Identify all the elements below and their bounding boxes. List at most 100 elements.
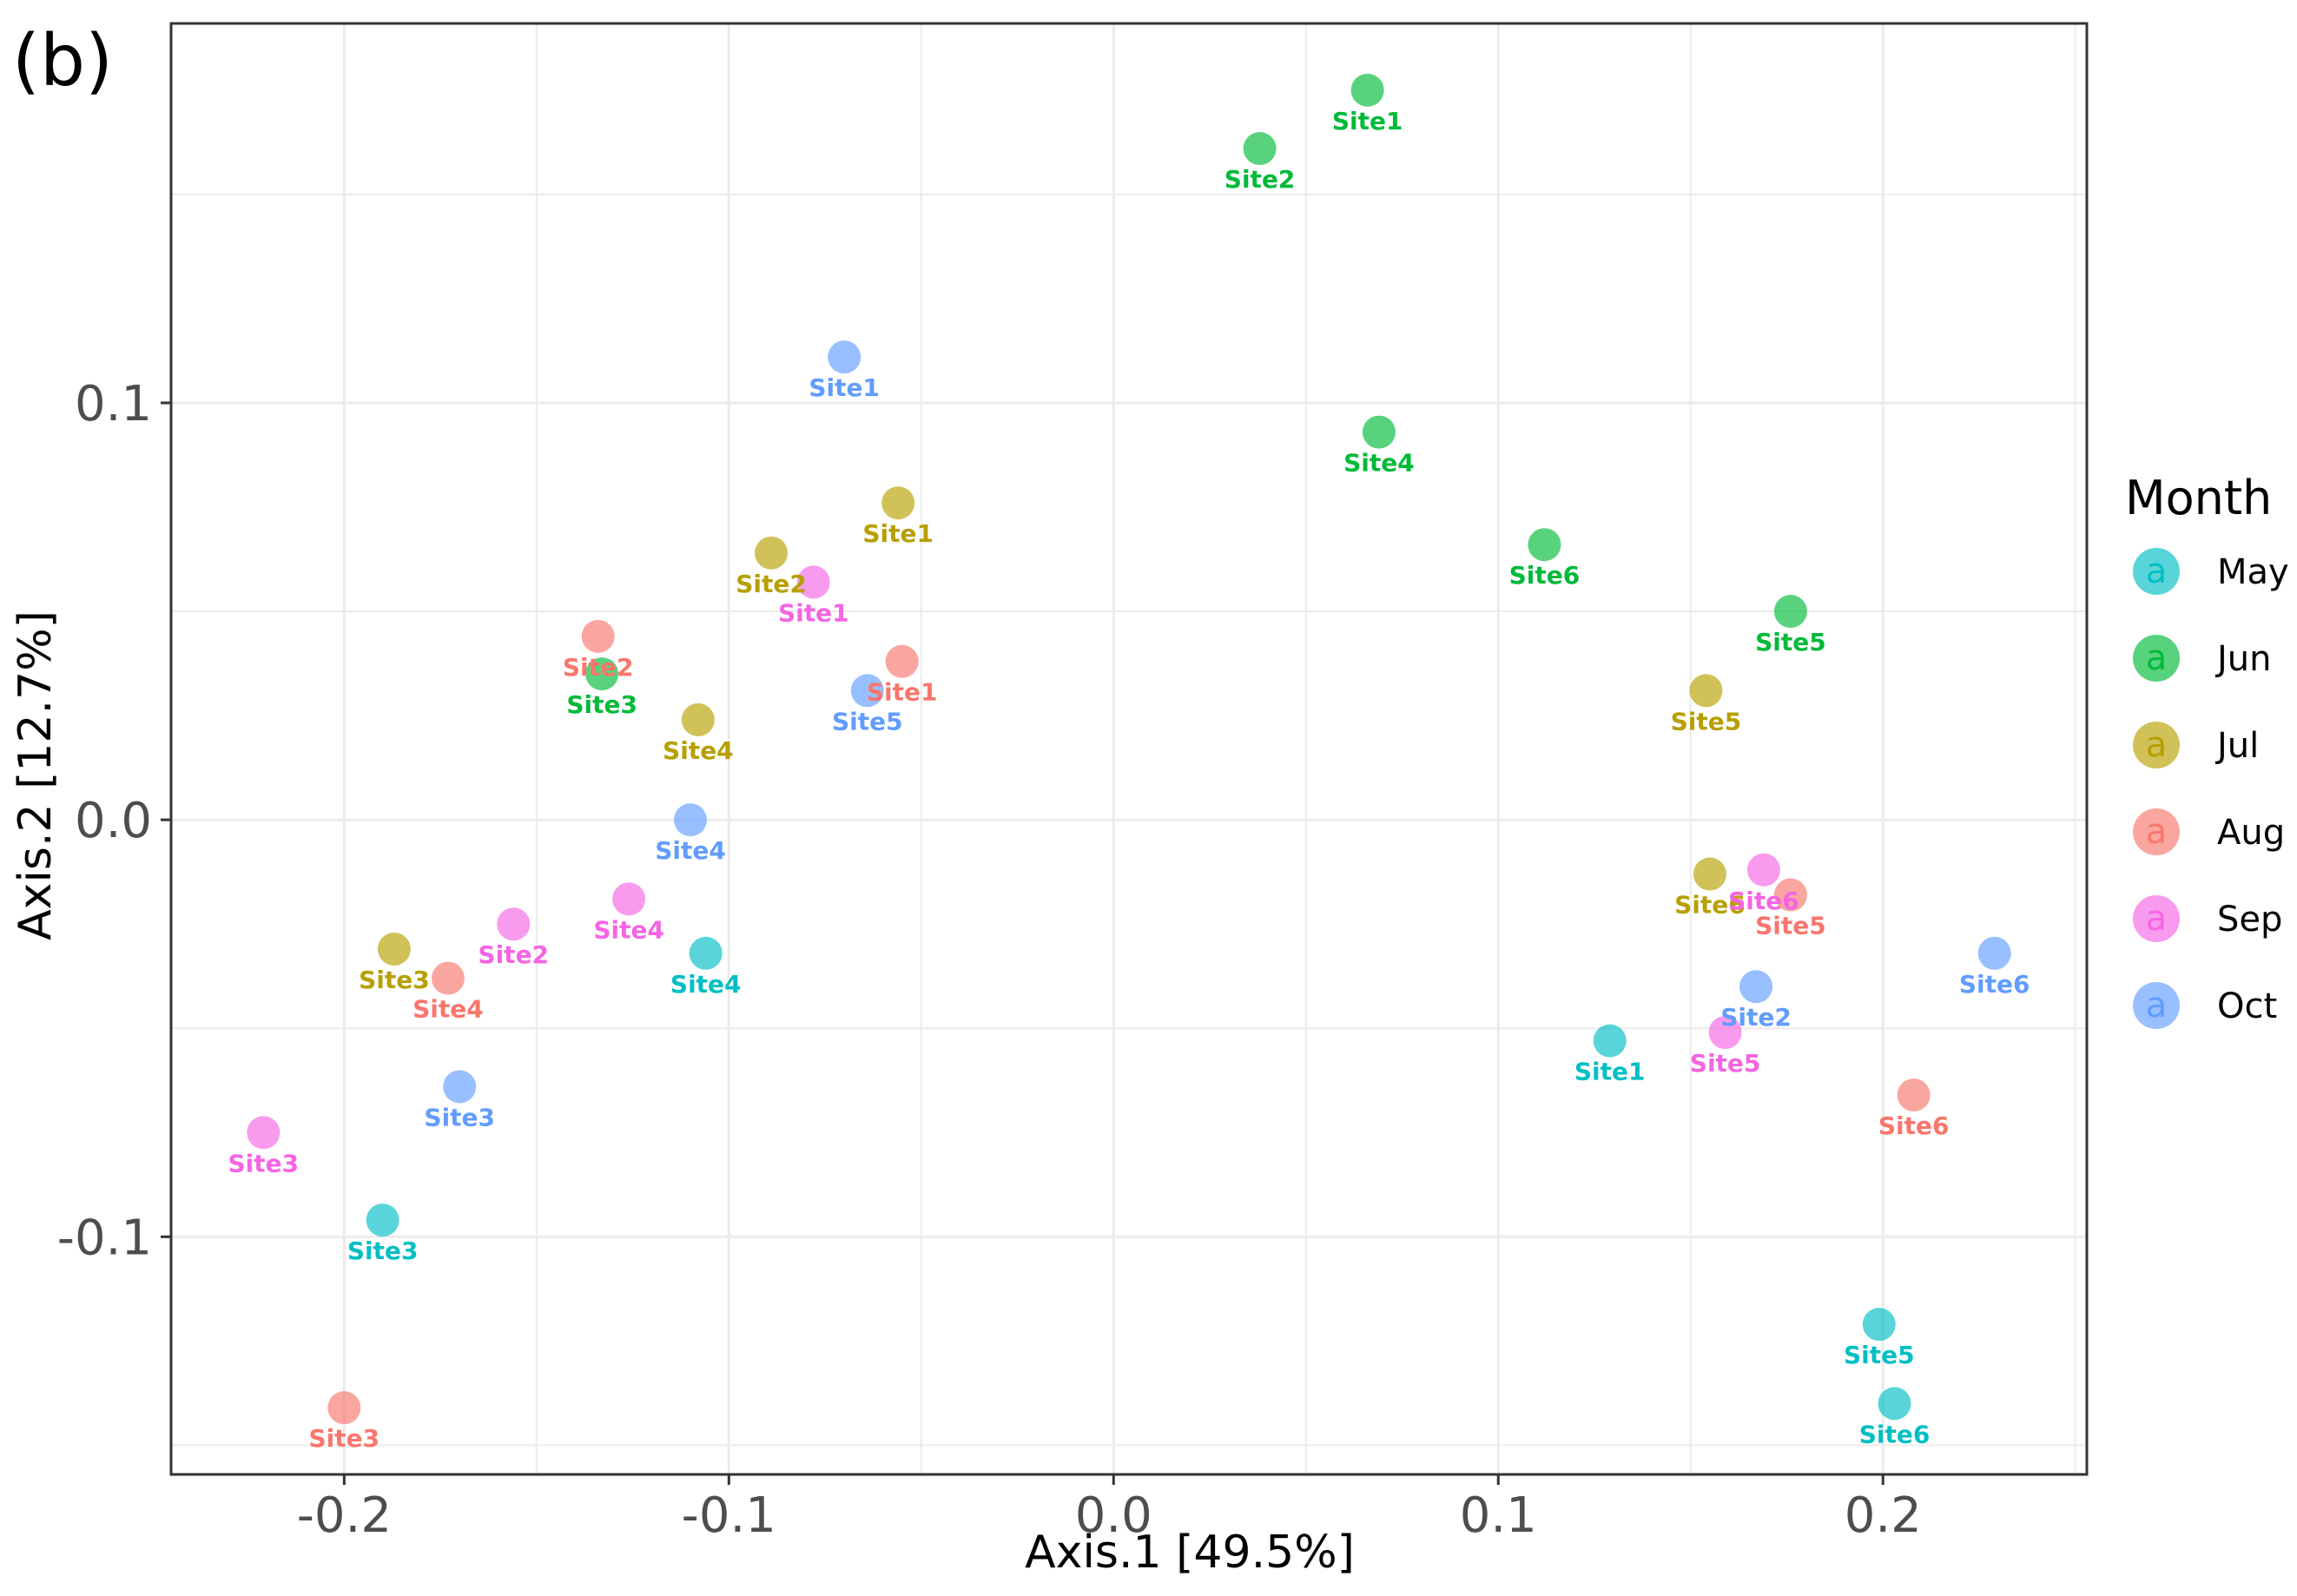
point-label-sep-site6: Site6 bbox=[1728, 887, 1799, 915]
point-label-jul-site3: Site3 bbox=[359, 966, 430, 994]
point-label-jun-site6: Site6 bbox=[1509, 561, 1581, 590]
point-aug-site5 bbox=[1773, 878, 1807, 912]
y-tick-label: 0.1 bbox=[75, 376, 152, 432]
point-aug-site3 bbox=[327, 1391, 361, 1425]
point-label-sep-site1: Site1 bbox=[778, 598, 849, 627]
point-label-oct-site6: Site6 bbox=[1959, 970, 2030, 999]
point-label-may-site4: Site4 bbox=[670, 970, 742, 999]
plot-frame bbox=[169, 22, 2089, 1476]
x-axis-ticks: -0.2 -0.1 0.0 0.1 0.2 bbox=[297, 1474, 1922, 1544]
legend-label-sep: Sep bbox=[2217, 900, 2282, 940]
legend-label-jun: Jun bbox=[2214, 639, 2272, 679]
point-label-sep-site4: Site4 bbox=[593, 915, 664, 944]
point-label-aug-site6: Site6 bbox=[1878, 1111, 1950, 1140]
y-axis-ticks: -0.1 0.0 0.1 bbox=[57, 376, 171, 1266]
legend-key-oct bbox=[2133, 982, 2180, 1029]
point-oct-site4 bbox=[674, 803, 708, 837]
legend-key-glyph: a bbox=[2146, 638, 2168, 678]
point-sep-site3 bbox=[247, 1116, 281, 1150]
point-oct-site1 bbox=[828, 340, 861, 374]
point-aug-site2 bbox=[581, 619, 615, 653]
point-jun-site5 bbox=[1773, 595, 1807, 629]
point-label-jul-site1: Site1 bbox=[862, 519, 934, 548]
point-jul-site4 bbox=[681, 702, 715, 736]
point-aug-site6 bbox=[1897, 1078, 1931, 1112]
legend: Month a May a Jun a Jul a Aug a Sep a Oct bbox=[2125, 471, 2289, 1029]
point-label-oct-site1: Site1 bbox=[809, 373, 880, 402]
y-tick-label: -0.1 bbox=[57, 1210, 152, 1266]
point-label-jun-site3: Site3 bbox=[566, 690, 637, 719]
point-oct-site5 bbox=[850, 674, 884, 708]
point-jul-site6 bbox=[1693, 857, 1726, 891]
point-aug-site1 bbox=[885, 644, 919, 678]
x-tick-label: 0.1 bbox=[1460, 1487, 1537, 1544]
point-label-aug-site3: Site3 bbox=[309, 1424, 380, 1453]
point-sep-site2 bbox=[497, 907, 531, 941]
point-sep-site1 bbox=[796, 565, 830, 599]
point-may-site1 bbox=[1593, 1024, 1627, 1058]
point-jun-site4 bbox=[1362, 415, 1396, 449]
point-label-jul-site2: Site2 bbox=[736, 570, 807, 598]
y-axis-title: Axis.2 [12.7%] bbox=[10, 610, 62, 940]
point-label-sep-site3: Site3 bbox=[228, 1149, 300, 1177]
point-oct-site3 bbox=[443, 1070, 477, 1104]
legend-key-glyph: a bbox=[2146, 986, 2168, 1026]
point-label-jun-site4: Site4 bbox=[1343, 449, 1415, 478]
legend-label-aug: Aug bbox=[2217, 813, 2285, 853]
data-points bbox=[247, 73, 2011, 1425]
point-jul-site5 bbox=[1689, 674, 1723, 708]
legend-key-aug bbox=[2133, 808, 2180, 855]
point-oct-site6 bbox=[1977, 936, 2011, 970]
point-jul-site1 bbox=[881, 486, 915, 520]
point-sep-site4 bbox=[612, 882, 646, 916]
y-tick-label: 0.0 bbox=[75, 793, 152, 849]
legend-key-glyph: a bbox=[2146, 899, 2168, 939]
legend-key-glyph: a bbox=[2146, 725, 2168, 765]
point-jun-site2 bbox=[1243, 132, 1277, 166]
point-label-aug-site2: Site2 bbox=[563, 653, 634, 682]
point-label-oct-site3: Site3 bbox=[424, 1103, 495, 1131]
point-sep-site6 bbox=[1746, 853, 1780, 887]
point-label-oct-site5: Site5 bbox=[832, 707, 903, 735]
point-label-sep-site5: Site5 bbox=[1690, 1049, 1761, 1078]
point-jun-site1 bbox=[1350, 73, 1384, 107]
point-sep-site5 bbox=[1708, 1016, 1742, 1050]
legend-key-glyph: a bbox=[2146, 551, 2168, 591]
legend-key-may bbox=[2133, 548, 2180, 595]
point-label-may-site6: Site6 bbox=[1859, 1420, 1931, 1448]
point-jun-site6 bbox=[1528, 528, 1561, 562]
legend-label-jul: Jul bbox=[2214, 726, 2259, 766]
point-may-site3 bbox=[366, 1204, 399, 1237]
legend-title: Month bbox=[2125, 471, 2272, 525]
point-label-jun-site2: Site2 bbox=[1224, 165, 1296, 194]
legend-key-glyph: a bbox=[2146, 812, 2168, 852]
legend-key-sep bbox=[2133, 895, 2180, 942]
point-label-oct-site2: Site2 bbox=[1720, 1003, 1792, 1032]
point-label-oct-site4: Site4 bbox=[655, 836, 726, 865]
point-may-site4 bbox=[689, 936, 723, 970]
legend-label-may: May bbox=[2217, 552, 2289, 592]
legend-label-oct: Oct bbox=[2217, 986, 2277, 1026]
point-label-jun-site1: Site1 bbox=[1332, 107, 1403, 135]
point-label-aug-site4: Site4 bbox=[413, 995, 484, 1024]
point-may-site5 bbox=[1862, 1308, 1896, 1342]
point-label-may-site3: Site3 bbox=[347, 1237, 419, 1265]
point-oct-site2 bbox=[1739, 970, 1773, 1004]
point-jul-site3 bbox=[377, 932, 411, 966]
point-labels: Site1Site3Site4Site5Site6Site1Site2Site3… bbox=[228, 107, 2030, 1453]
point-jun-site3 bbox=[585, 657, 619, 691]
panel-label: (b) bbox=[12, 20, 113, 102]
legend-key-jul bbox=[2133, 722, 2180, 768]
point-label-aug-site1: Site1 bbox=[867, 678, 938, 707]
x-tick-label: 0.2 bbox=[1845, 1487, 1922, 1544]
x-tick-label: -0.2 bbox=[297, 1487, 392, 1544]
point-label-jul-site6: Site6 bbox=[1674, 891, 1746, 920]
x-axis-title: Axis.1 [49.5%] bbox=[1025, 1527, 1355, 1579]
point-label-sep-site2: Site2 bbox=[478, 940, 549, 969]
point-label-jul-site4: Site4 bbox=[663, 736, 734, 765]
point-may-site6 bbox=[1878, 1387, 1911, 1421]
point-label-jun-site5: Site5 bbox=[1755, 628, 1826, 656]
x-tick-label: 0.0 bbox=[1075, 1487, 1152, 1544]
grid bbox=[171, 23, 2087, 1474]
